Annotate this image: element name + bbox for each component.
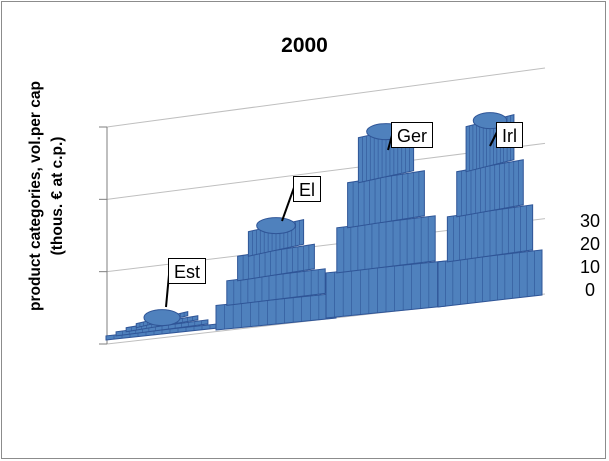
y-axis-label-line-1: product categories, vol.per cap: [27, 81, 44, 311]
category-label-irl: Irl: [496, 122, 523, 148]
bar-el: [215, 217, 337, 331]
category-label-el: El: [293, 176, 322, 202]
bar-top: [256, 217, 296, 235]
category-label-ger: Ger: [391, 122, 434, 148]
chart-title: 2000: [281, 34, 328, 57]
bar-top: [143, 309, 181, 327]
y-axis-label: product categories, vol.per cap (thous. …: [25, 16, 85, 376]
bar-irl: [437, 112, 543, 308]
bar-est: [105, 309, 219, 341]
y-axis-label-line-2: (thous. € at c.p.): [49, 136, 66, 256]
category-label-est: Est: [168, 258, 207, 284]
y-tick-label: 20: [580, 234, 601, 254]
y-tick-label: 30: [580, 211, 601, 231]
gridline: [106, 67, 546, 128]
y-tick-label: 0: [585, 280, 596, 300]
y-tick-label: 10: [580, 257, 601, 277]
bar-ger: [325, 123, 447, 319]
